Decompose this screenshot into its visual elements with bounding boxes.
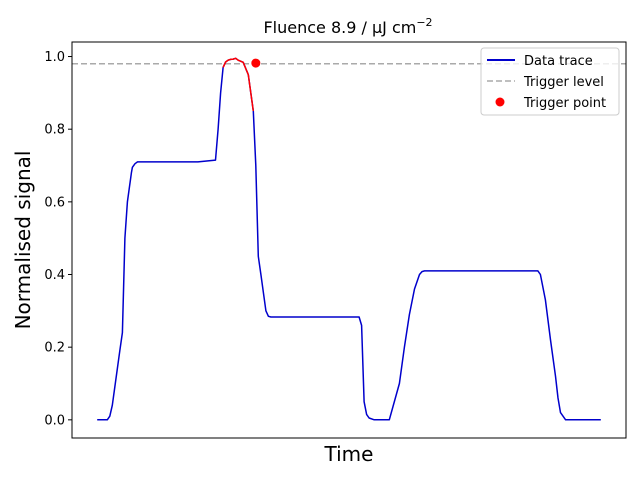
chart-title: Fluence 8.9 / μJ cm−2 [263,16,432,37]
y-axis-ticks: 0.0 0.2 0.4 0.6 0.8 1.0 [44,50,72,428]
y-tick-label: 0.2 [44,341,65,356]
y-tick-label: 0.0 [44,413,65,428]
legend-box [480,47,620,116]
x-axis-label: Time [324,442,374,466]
y-tick-label: 0.8 [44,123,65,138]
chart-title-superscript: −2 [416,16,432,29]
chart-title-main: Fluence 8.9 / μJ cm [263,18,416,37]
trace-highlight-segment [222,57,255,112]
legend-label-trigger-level: Trigger level [523,75,604,90]
legend-swatch-trigger-point [495,97,505,107]
data-trace-line [97,57,601,421]
legend-label-data-trace: Data trace [524,54,593,69]
legend-label-trigger-point: Trigger point [523,96,606,111]
legend: Data trace Trigger level Trigger point [480,47,620,116]
y-tick-label: 0.6 [44,195,65,210]
y-tick-label: 1.0 [44,50,65,65]
trigger-point-marker [251,58,261,68]
y-tick-label: 0.4 [44,268,65,283]
y-axis-label: Normalised signal [11,151,35,330]
axes-frame [71,41,627,439]
